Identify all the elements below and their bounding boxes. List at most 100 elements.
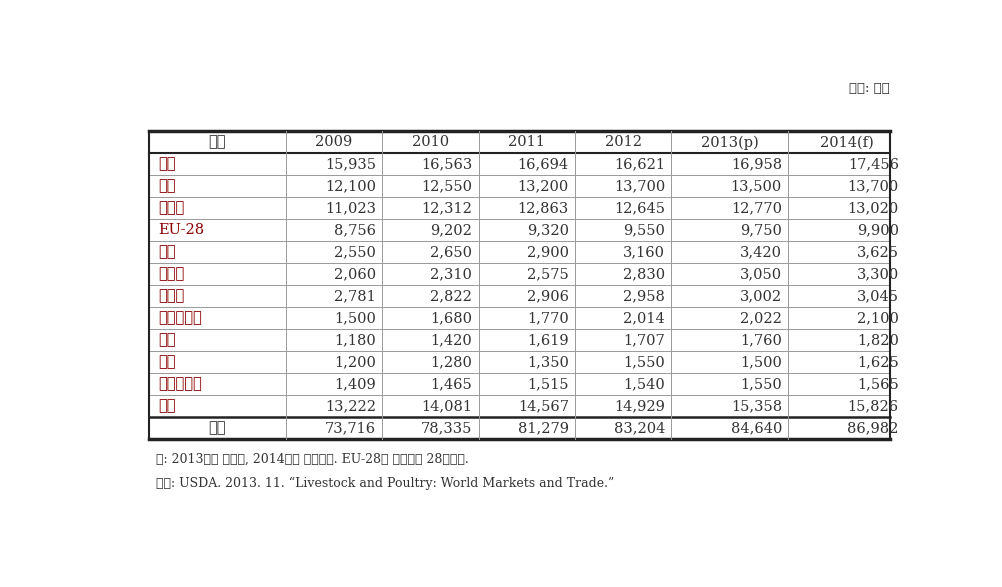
Text: 16,563: 16,563 <box>421 157 472 171</box>
Text: 2,575: 2,575 <box>527 267 569 281</box>
Text: 2,900: 2,900 <box>527 245 569 259</box>
Text: 14,567: 14,567 <box>518 399 569 413</box>
Text: 12,863: 12,863 <box>517 201 569 215</box>
Text: 1,540: 1,540 <box>623 377 665 391</box>
Text: 1,465: 1,465 <box>431 377 472 391</box>
Text: 2012: 2012 <box>604 136 641 150</box>
Text: 브라질: 브라질 <box>158 201 184 215</box>
Text: 2,100: 2,100 <box>857 311 899 325</box>
Text: 16,621: 16,621 <box>614 157 665 171</box>
Text: 2009: 2009 <box>316 136 353 150</box>
Text: 1,500: 1,500 <box>740 355 782 369</box>
Text: 2,822: 2,822 <box>431 289 472 303</box>
Text: 3,625: 3,625 <box>857 245 899 259</box>
Text: 3,002: 3,002 <box>739 289 782 303</box>
Text: 3,160: 3,160 <box>623 245 665 259</box>
Text: 1,515: 1,515 <box>527 377 569 391</box>
Text: 2013(p): 2013(p) <box>701 135 759 150</box>
Text: 83,204: 83,204 <box>614 421 665 435</box>
Text: 러시아: 러시아 <box>158 267 184 281</box>
Text: 8,756: 8,756 <box>334 223 376 237</box>
Text: 1,200: 1,200 <box>334 355 376 369</box>
Text: 1,619: 1,619 <box>527 333 569 347</box>
Text: 84,640: 84,640 <box>730 421 782 435</box>
Text: 9,750: 9,750 <box>740 223 782 237</box>
Text: 9,900: 9,900 <box>857 223 899 237</box>
Text: 14,929: 14,929 <box>614 399 665 413</box>
Text: 1,820: 1,820 <box>857 333 899 347</box>
Text: 3,045: 3,045 <box>857 289 899 303</box>
Text: 2,060: 2,060 <box>334 267 376 281</box>
Text: 17,456: 17,456 <box>848 157 899 171</box>
Text: 2,830: 2,830 <box>623 267 665 281</box>
Text: 중국: 중국 <box>158 180 175 193</box>
Text: 16,958: 16,958 <box>730 157 782 171</box>
Text: 1,180: 1,180 <box>335 333 376 347</box>
Text: 합계: 합계 <box>208 421 225 435</box>
Text: 3,050: 3,050 <box>739 267 782 281</box>
Text: 13,500: 13,500 <box>730 180 782 193</box>
Text: 9,202: 9,202 <box>431 223 472 237</box>
Text: 멕시코: 멕시코 <box>158 289 184 303</box>
Text: 터키: 터키 <box>158 333 175 347</box>
Text: 15,935: 15,935 <box>325 157 376 171</box>
Text: 12,100: 12,100 <box>325 180 376 193</box>
Text: 12,645: 12,645 <box>614 201 665 215</box>
Text: 78,335: 78,335 <box>421 421 472 435</box>
Text: 15,826: 15,826 <box>848 399 899 413</box>
Text: 자료: USDA. 2013. 11. “Livestock and Poultry: World Markets and Trade.”: 자료: USDA. 2013. 11. “Livestock and Poult… <box>156 477 614 491</box>
Text: 12,770: 12,770 <box>731 201 782 215</box>
Text: 1,280: 1,280 <box>431 355 472 369</box>
Text: EU-28: EU-28 <box>158 223 204 237</box>
Text: 아르헨티나: 아르헨티나 <box>158 311 201 325</box>
Text: 11,023: 11,023 <box>325 201 376 215</box>
Text: 2010: 2010 <box>412 136 449 150</box>
Text: 2,650: 2,650 <box>430 245 472 259</box>
Text: 2,014: 2,014 <box>623 311 665 325</box>
Text: 1,420: 1,420 <box>431 333 472 347</box>
Text: 13,700: 13,700 <box>614 180 665 193</box>
Text: 인도네시아: 인도네시아 <box>158 377 201 391</box>
Text: 1,565: 1,565 <box>857 377 899 391</box>
Text: 2,022: 2,022 <box>740 311 782 325</box>
Text: 16,694: 16,694 <box>518 157 569 171</box>
Text: 1,350: 1,350 <box>527 355 569 369</box>
Text: 81,279: 81,279 <box>518 421 569 435</box>
Text: 3,420: 3,420 <box>739 245 782 259</box>
Text: 국가: 국가 <box>208 136 225 150</box>
Text: 2,781: 2,781 <box>335 289 376 303</box>
Text: 2011: 2011 <box>508 136 545 150</box>
Text: 9,320: 9,320 <box>527 223 569 237</box>
Text: 13,200: 13,200 <box>517 180 569 193</box>
Text: 12,550: 12,550 <box>422 180 472 193</box>
Text: 단위: 천톤: 단위: 천톤 <box>850 82 890 95</box>
Text: 인도: 인도 <box>158 245 175 259</box>
Text: 기타: 기타 <box>158 399 175 413</box>
Text: 3,300: 3,300 <box>857 267 899 281</box>
Text: 2,906: 2,906 <box>527 289 569 303</box>
Text: 86,982: 86,982 <box>848 421 899 435</box>
Text: 15,358: 15,358 <box>730 399 782 413</box>
Text: 13,700: 13,700 <box>848 180 899 193</box>
Text: 1,409: 1,409 <box>335 377 376 391</box>
Text: 1,625: 1,625 <box>857 355 899 369</box>
Text: 12,312: 12,312 <box>422 201 472 215</box>
Text: 태국: 태국 <box>158 355 175 369</box>
Text: 1,550: 1,550 <box>740 377 782 391</box>
Text: 1,760: 1,760 <box>740 333 782 347</box>
Text: 주: 2013년은 추정치, 2014년은 전망치임. EU-28은 유럽연합 28개국임.: 주: 2013년은 추정치, 2014년은 전망치임. EU-28은 유럽연합 … <box>156 453 469 465</box>
Text: 2,550: 2,550 <box>334 245 376 259</box>
Text: 미국: 미국 <box>158 157 175 171</box>
Text: 9,550: 9,550 <box>623 223 665 237</box>
Text: 1,770: 1,770 <box>527 311 569 325</box>
Text: 1,500: 1,500 <box>334 311 376 325</box>
Text: 1,707: 1,707 <box>623 333 665 347</box>
Text: 13,222: 13,222 <box>325 399 376 413</box>
Text: 1,550: 1,550 <box>623 355 665 369</box>
Text: 73,716: 73,716 <box>325 421 376 435</box>
Text: 2014(f): 2014(f) <box>820 136 874 150</box>
Text: 14,081: 14,081 <box>422 399 472 413</box>
Text: 13,020: 13,020 <box>848 201 899 215</box>
Text: 2,958: 2,958 <box>623 289 665 303</box>
Text: 2,310: 2,310 <box>431 267 472 281</box>
